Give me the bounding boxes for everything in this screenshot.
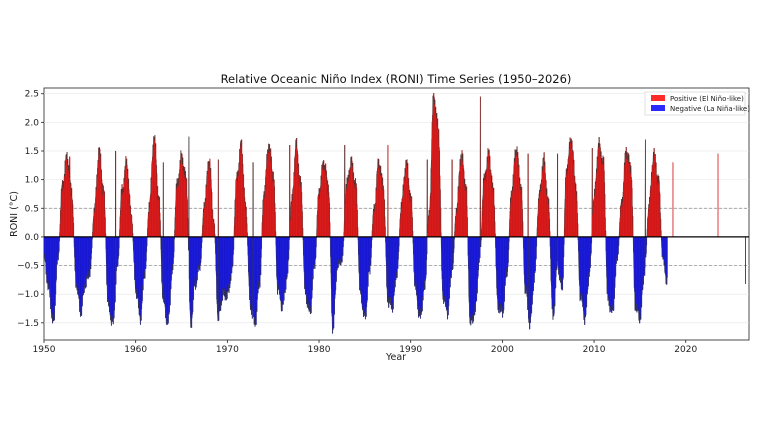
x-tick-label: 1990 xyxy=(399,345,422,355)
chart-title: Relative Oceanic Niño Index (RONI) Time … xyxy=(221,72,572,86)
y-axis-title: RONI (°C) xyxy=(9,191,20,237)
x-tick-label: 1960 xyxy=(124,345,147,355)
y-tick-label: 0.0 xyxy=(25,233,40,243)
legend-swatch-negative xyxy=(651,105,665,111)
negative-bar xyxy=(745,236,746,284)
x-tick-label: 1980 xyxy=(308,345,331,355)
y-tick-label: −1.0 xyxy=(17,290,39,300)
positive-bar xyxy=(717,153,719,237)
negative-bar xyxy=(666,236,668,278)
y-tick-label: −0.5 xyxy=(17,262,39,272)
y-tick-label: 2.0 xyxy=(25,118,40,128)
x-tick-layer: 1950 1960 1970 1980 1990 2000 2010 2020 xyxy=(33,340,697,355)
legend-label-positive: Positive (El Niño-like) xyxy=(670,95,744,103)
positive-bar xyxy=(672,162,674,237)
legend-swatch-positive xyxy=(651,95,665,101)
x-axis-title: Year xyxy=(385,352,406,363)
y-tick-label: 1.0 xyxy=(25,176,40,186)
series-outline xyxy=(43,93,668,334)
x-tick-label: 2010 xyxy=(583,345,606,355)
y-tick-label: 0.5 xyxy=(25,204,39,214)
legend-box xyxy=(644,91,746,116)
x-tick-label: 1950 xyxy=(33,345,56,355)
x-tick-label: 2020 xyxy=(674,345,697,355)
fill-layer xyxy=(43,93,746,334)
x-tick-label: 1970 xyxy=(216,345,239,355)
y-tick-label: 1.5 xyxy=(25,147,39,157)
legend: Positive (El Niño-like) Negative (La Niñ… xyxy=(644,91,750,116)
y-tick-label: −1.5 xyxy=(17,319,39,329)
x-tick-label: 2000 xyxy=(491,345,514,355)
y-tick-layer: −1.5 −1.0 −0.5 0.0 0.5 1.0 1.5 2.0 2.5 xyxy=(17,90,44,329)
y-tick-label: 2.5 xyxy=(25,90,39,100)
legend-label-negative: Negative (La Niña-like) xyxy=(670,105,750,113)
